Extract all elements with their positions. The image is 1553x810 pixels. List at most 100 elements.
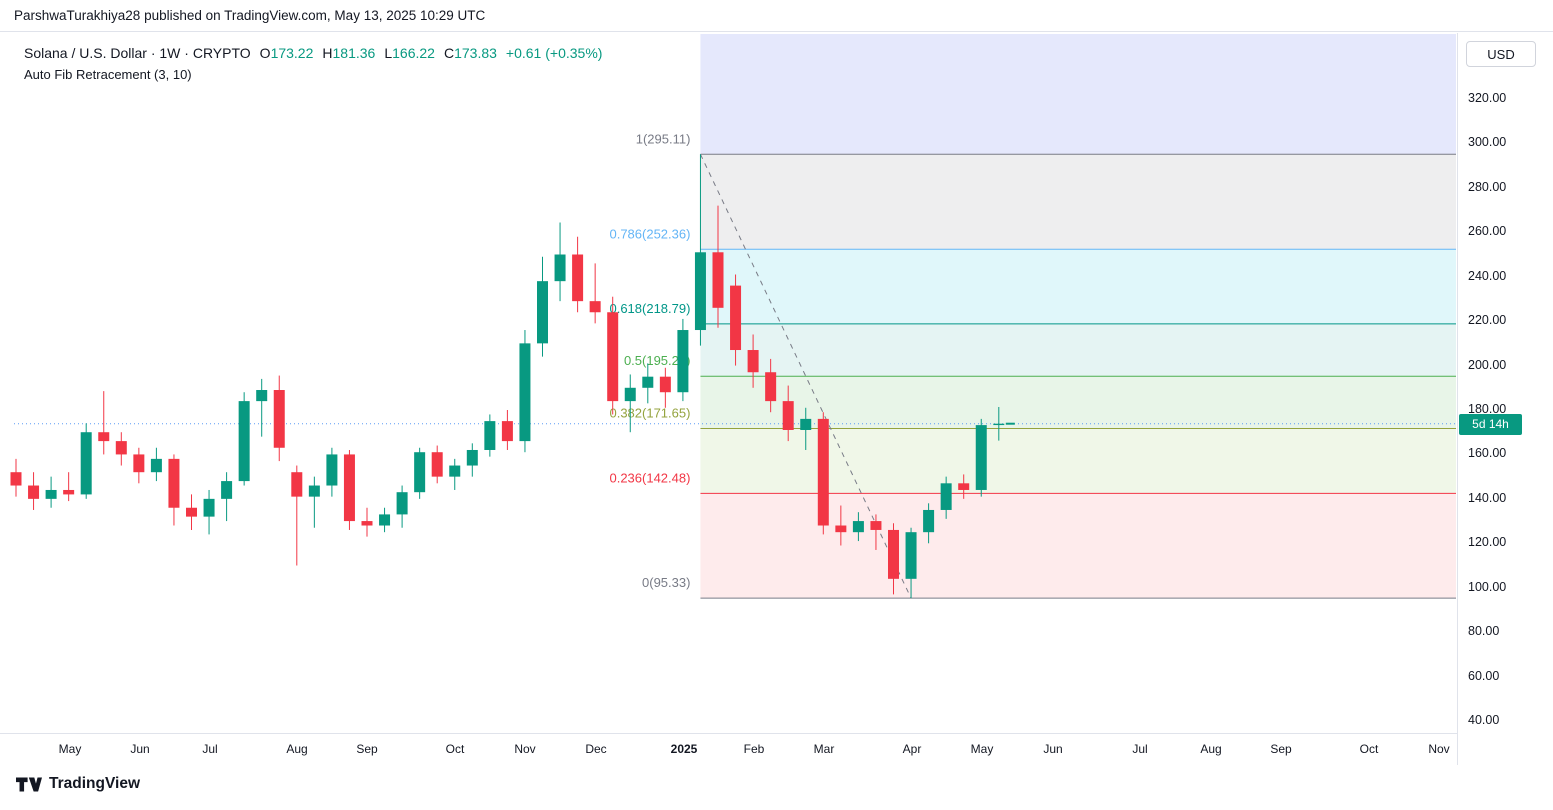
candle-body [870,521,882,530]
candle-body [817,418,829,526]
time-axis-label: Jun [130,742,150,756]
time-axis[interactable]: May Jun Jul Aug Sep Oct Nov Dec 2025 Feb Mar Apr May… [0,733,1457,765]
fib-trendline [699,154,912,599]
candle-body [291,472,303,497]
candle-body [10,472,22,486]
time-axis-label: Apr [902,742,922,756]
candle-body [379,514,391,526]
candle-body [45,489,57,499]
candle-body [186,507,197,517]
candle-body [958,483,970,490]
time-axis-label: Nov [1428,742,1450,756]
time-axis-label: Feb [743,742,765,756]
candle-body [835,525,847,533]
fib-level-label: 1(295.11) [636,131,691,146]
fib-labels: 1(295.11) 0.786(252.36) 0.618(218.79) 0.5(1… [609,131,690,590]
candle-body [273,390,285,448]
fib-level-label: 0.382(171.65) [609,406,690,421]
candle-body [537,281,548,344]
candle-body [343,454,355,522]
time-axis-label: Nov [514,742,536,756]
candles [10,154,1005,599]
time-axis-label: Oct [1359,742,1379,756]
ohlc-high: H181.36 [322,45,376,61]
candle-body [888,529,899,579]
fib-level-label: 0.786(252.36) [609,226,690,241]
candle-body [414,452,426,493]
fib-level-label: 0(95.33) [642,575,690,590]
candle-body [466,449,478,466]
candle-body [940,483,952,510]
candle-body [80,432,92,495]
price-axis[interactable] [1457,33,1553,765]
candle-body [519,343,531,442]
ohlc-low: L166.22 [384,45,435,61]
candle-body [852,521,864,533]
candle-body [449,465,461,477]
ohlc-close: C173.83 [443,45,497,61]
candle-body [168,458,180,508]
candle-body [589,301,601,313]
candle-body [63,489,75,495]
tradingview-logo-icon [16,777,42,791]
tradingview-logo[interactable]: TradingView [16,775,140,793]
candle-body [238,401,250,482]
time-axis-label: 2025 [670,742,698,756]
candle-body [765,372,777,402]
candle-body [501,421,513,442]
symbol-title[interactable]: Solana / U.S. Dollar · 1W · CRYPTO [24,45,251,61]
candle-body [975,425,987,490]
candle-body [98,432,110,442]
candle-body [361,521,373,526]
time-axis-label: Jun [1043,742,1063,756]
publish-header-text: ParshwaTurakhiya28 published on TradingV… [14,8,486,23]
candle-body [554,254,566,282]
time-axis-label: Mar [813,742,835,756]
symbol-row: Solana / U.S. Dollar · 1W · CRYPTO O173.… [24,45,602,61]
candle-body [677,330,689,393]
time-axis-label: Aug [1200,742,1222,756]
chart-legend: Solana / U.S. Dollar · 1W · CRYPTO O173.… [24,45,602,82]
time-axis-label: Dec [585,742,607,756]
price-change: +0.61 (+0.35%) [505,45,603,61]
ohlc-open: O173.22 [259,45,314,61]
candle-body [659,376,671,393]
currency-button[interactable]: USD [1466,41,1536,67]
candle-body [642,376,654,388]
candle-body [607,312,619,402]
candle-body [115,441,127,455]
candle-body [484,421,496,450]
candle-body [800,418,812,430]
candle-body [133,454,145,473]
fib-level-label: 0.236(142.48) [609,470,690,485]
candle-body [730,285,742,351]
time-axis-label: Oct [445,742,465,756]
fib-bands [700,34,1456,599]
time-axis-label: Sep [1270,742,1292,756]
candle-body [150,458,162,473]
candle-body [28,485,40,499]
candle-body [905,532,917,579]
time-axis-label: Jul [202,742,218,756]
indicator-label[interactable]: Auto Fib Retracement (3, 10) [24,67,192,82]
candle-body [431,452,443,477]
candle-body [572,254,584,302]
candle-body [396,492,408,515]
candle-body [308,485,320,497]
tradingview-logo-text: TradingView [49,775,141,792]
time-axis-label: May [970,742,994,756]
countdown-badge: 5d 14h [1459,413,1522,435]
fib-level-label: 0.618(218.79) [609,301,690,316]
fib-level-label: 0.5(195.22) [624,353,691,368]
candle-body [624,387,636,402]
candle-body [221,481,233,499]
candle-body [747,350,759,373]
publish-header: ParshwaTurakhiya28 published on TradingV… [0,0,1553,32]
time-axis-label: May [58,742,82,756]
time-axis-label: Sep [356,742,378,756]
candle-body [203,498,215,517]
candle-body [694,252,706,331]
candle-body [923,509,935,533]
